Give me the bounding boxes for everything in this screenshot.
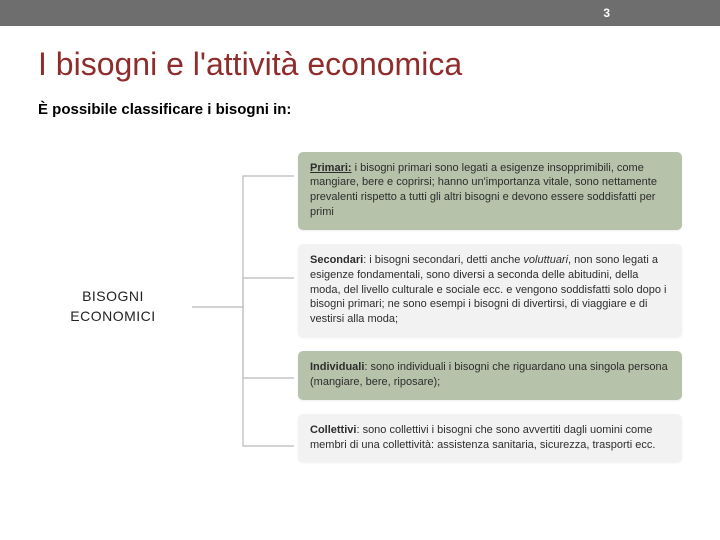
card-secondari: Secondari: i bisogni secondari, detti an… bbox=[298, 244, 682, 337]
diagram-left-column: BISOGNI ECONOMICI bbox=[38, 287, 188, 326]
connector-lines bbox=[188, 142, 298, 472]
connector-column bbox=[188, 142, 298, 472]
slide-subtitle: È possibile classificare i bisogni in: bbox=[38, 101, 682, 118]
card-secondari-label: Secondari bbox=[310, 254, 363, 266]
page-number: 3 bbox=[603, 6, 610, 20]
card-secondari-italic: voluttuari bbox=[523, 254, 568, 266]
card-individuali-label: Individuali bbox=[310, 361, 364, 373]
card-collettivi: Collettivi: sono collettivi i bisogni ch… bbox=[298, 414, 682, 463]
cards-column: Primari: i bisogni primari sono legati a… bbox=[298, 152, 682, 463]
slide-title: I bisogni e l'attività economica bbox=[38, 46, 682, 83]
content-area: I bisogni e l'attività economica È possi… bbox=[0, 26, 720, 472]
card-individuali: Individuali: sono individuali i bisogni … bbox=[298, 351, 682, 400]
card-collettivi-text: : sono collettivi i bisogni che sono avv… bbox=[310, 424, 655, 451]
root-node-line2: ECONOMICI bbox=[70, 307, 155, 327]
root-node-line1: BISOGNI bbox=[70, 287, 155, 307]
card-collettivi-label: Collettivi bbox=[310, 424, 356, 436]
root-node: BISOGNI ECONOMICI bbox=[70, 287, 155, 326]
card-primari-text: i bisogni primari sono legati a esigenze… bbox=[310, 162, 657, 219]
card-primari-label: Primari: bbox=[310, 162, 352, 174]
card-individuali-text: : sono individuali i bisogni che riguard… bbox=[310, 361, 668, 388]
card-secondari-text-before: : i bisogni secondari, detti anche bbox=[363, 254, 523, 266]
card-primari: Primari: i bisogni primari sono legati a… bbox=[298, 152, 682, 230]
topbar: 3 bbox=[0, 0, 720, 26]
diagram: BISOGNI ECONOMICI Primari: i bisogni pri… bbox=[38, 142, 682, 472]
